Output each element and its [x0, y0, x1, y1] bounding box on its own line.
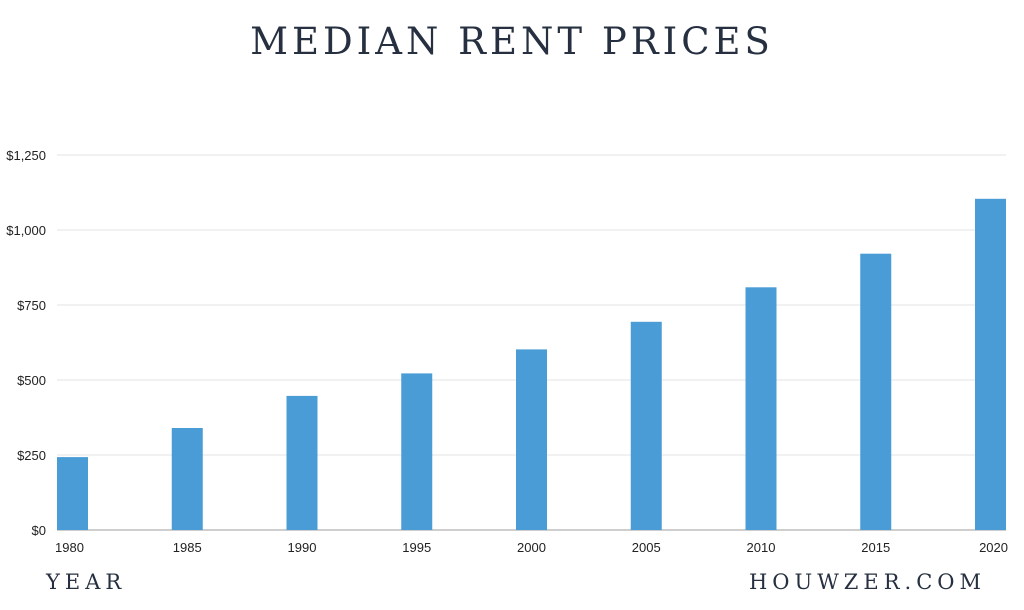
x-tick-label: 2010	[747, 540, 776, 555]
bar-2020	[975, 198, 1006, 531]
bar-1980	[57, 457, 88, 530]
x-tick-label: 2000	[517, 540, 546, 555]
bar-1985	[171, 428, 203, 530]
x-tick-label: 1980	[55, 540, 84, 555]
y-tick-label: $0	[32, 523, 46, 538]
bars	[57, 198, 1006, 531]
bar-2015	[860, 253, 892, 530]
bar-1990	[286, 395, 318, 530]
y-tick-label: $1,000	[6, 223, 46, 238]
chart-title: MEDIAN RENT PRICES	[250, 20, 774, 63]
x-tick-label: 2015	[861, 540, 890, 555]
brand-label: HOUWZER.COM	[748, 570, 986, 594]
bar-2000	[516, 349, 547, 530]
x-axis-ticks: 1980 1985 1990 1995 2000 2005 2010 2015 2020	[55, 540, 1008, 555]
y-axis-ticks: $0 $250 $500 $750 $1,000 $1,250	[6, 148, 46, 538]
x-tick-label: 1995	[402, 540, 431, 555]
bar-2010	[745, 287, 777, 530]
x-tick-label: 2005	[632, 540, 661, 555]
y-tick-label: $750	[17, 298, 46, 313]
bar-1995	[401, 373, 433, 530]
x-tick-label: 1990	[288, 540, 317, 555]
y-tick-label: $250	[17, 448, 46, 463]
y-tick-label: $1,250	[6, 148, 46, 163]
x-tick-label: 1985	[173, 540, 202, 555]
y-tick-label: $500	[17, 373, 46, 388]
x-axis-label: YEAR	[46, 570, 127, 594]
x-tick-label: 2020	[979, 540, 1008, 555]
bar-2005	[630, 321, 662, 530]
